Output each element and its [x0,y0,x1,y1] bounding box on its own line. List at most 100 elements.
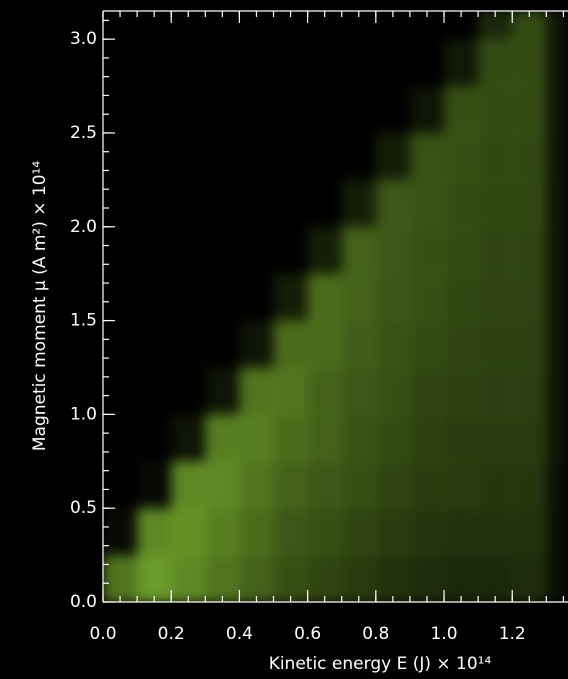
density-cell [137,321,172,368]
density-cell [103,39,138,86]
density-cell [103,86,138,133]
density-cell [376,414,411,461]
density-cell [512,321,547,368]
density-cell [239,274,274,321]
density-cell [308,461,343,508]
density-cell [410,86,445,133]
density-cell [512,133,547,180]
density-cell [376,555,411,602]
density-image [103,11,567,603]
density-cell [546,86,567,133]
density-cell [137,180,172,227]
density-cell [308,39,343,86]
density-cell [308,86,343,133]
density-cell [376,133,411,180]
density-cell [512,461,547,508]
density-cell [171,227,206,274]
density-cell [478,414,513,461]
density-cell [274,180,309,227]
density-cell [444,180,479,227]
density-cell [103,414,138,461]
density-cell [512,227,547,274]
density-cell [342,39,377,86]
density-cell [308,508,343,555]
density-cell [137,461,172,508]
density-cell [239,39,274,86]
x-tick-label: 0.2 [158,624,185,644]
y-tick-label: 2.5 [70,123,97,143]
density-cell [205,414,240,461]
density-cell [308,367,343,414]
density-cell [444,39,479,86]
density-cell [444,461,479,508]
density-cell [239,508,274,555]
density-cell [444,321,479,368]
x-tick-label: 0.4 [226,624,253,644]
density-cell [274,86,309,133]
y-axis-label: Magnetic moment μ (A m²) × 10¹⁴ [30,161,50,451]
density-cell [410,461,445,508]
density-cell [342,367,377,414]
density-cell [137,274,172,321]
density-cell [103,133,138,180]
density-cell [444,86,479,133]
density-cell [342,180,377,227]
density-cell [546,508,567,555]
density-cell [205,461,240,508]
density-cell [410,180,445,227]
density-cell [103,508,138,555]
density-cell [546,11,567,40]
density-cell [205,180,240,227]
density-cell [512,180,547,227]
density-cell [137,508,172,555]
density-cell [376,180,411,227]
density-cell [546,39,567,86]
density-cell [444,367,479,414]
density-cell [205,367,240,414]
density-cell [103,274,138,321]
density-cell [512,555,547,602]
density-cell [103,180,138,227]
density-cell [137,39,172,86]
y-tick-label: 1.0 [70,404,97,424]
density-cell [546,414,567,461]
density-cell [546,227,567,274]
density-cell [137,227,172,274]
density-cell [205,555,240,602]
density-cell [308,321,343,368]
density-cell [205,274,240,321]
density-cell [308,274,343,321]
y-tick-label: 0.0 [70,592,97,612]
density-cell [137,414,172,461]
density-cell [444,555,479,602]
density-cell [478,367,513,414]
density-cell [376,39,411,86]
chart: 0.00.20.40.60.81.01.20.00.51.01.52.02.53… [0,0,568,679]
density-cell [274,274,309,321]
density-cell [171,461,206,508]
density-cell [103,555,138,602]
density-cell [274,508,309,555]
density-cell [308,555,343,602]
density-cell [410,508,445,555]
density-cell [410,274,445,321]
density-cell [546,555,567,602]
density-cell [239,414,274,461]
density-cell [274,461,309,508]
density-cell [546,321,567,368]
density-cell [376,367,411,414]
density-cell [376,508,411,555]
density-cell [274,39,309,86]
density-cell [137,133,172,180]
density-cell [274,133,309,180]
density-cell [512,274,547,321]
density-cell [478,86,513,133]
density-cell [137,367,172,414]
density-cell [478,555,513,602]
density-cell [239,321,274,368]
density-cell [239,367,274,414]
density-cell [478,227,513,274]
density-cell [342,321,377,368]
density-cell [342,86,377,133]
density-cell [410,133,445,180]
